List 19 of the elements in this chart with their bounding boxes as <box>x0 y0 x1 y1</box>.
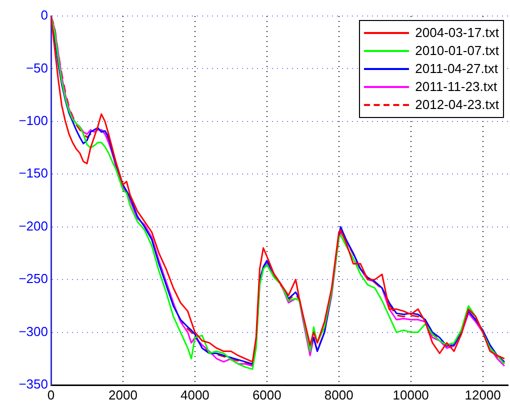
legend-label: 2012-04-23.txt <box>415 96 499 114</box>
y-tick-label: −150 <box>18 166 48 181</box>
y-tick-label: 0 <box>40 8 48 23</box>
y-tick-label: −50 <box>26 60 48 76</box>
y-tick-label: −250 <box>18 271 48 286</box>
x-tick-label: 12000 <box>464 387 501 402</box>
x-tick-label: 2000 <box>108 387 138 402</box>
y-tick-label: −200 <box>18 218 48 234</box>
x-tick-label: 4000 <box>180 387 210 402</box>
legend-label: 2011-11-23.txt <box>415 78 498 96</box>
y-tick-label: −350 <box>18 376 48 392</box>
x-tick-label: 6000 <box>252 387 282 402</box>
y-tick-label: −300 <box>18 324 48 339</box>
legend-label: 2010-01-07.txt <box>415 42 499 60</box>
x-tick-label: 8000 <box>324 387 354 402</box>
y-tick-label: −100 <box>18 113 48 128</box>
x-tick-label: 10000 <box>392 387 429 402</box>
legend-label: 2011-04-27.txt <box>415 60 498 78</box>
legend-label: 2004-03-17.txt <box>415 24 499 42</box>
